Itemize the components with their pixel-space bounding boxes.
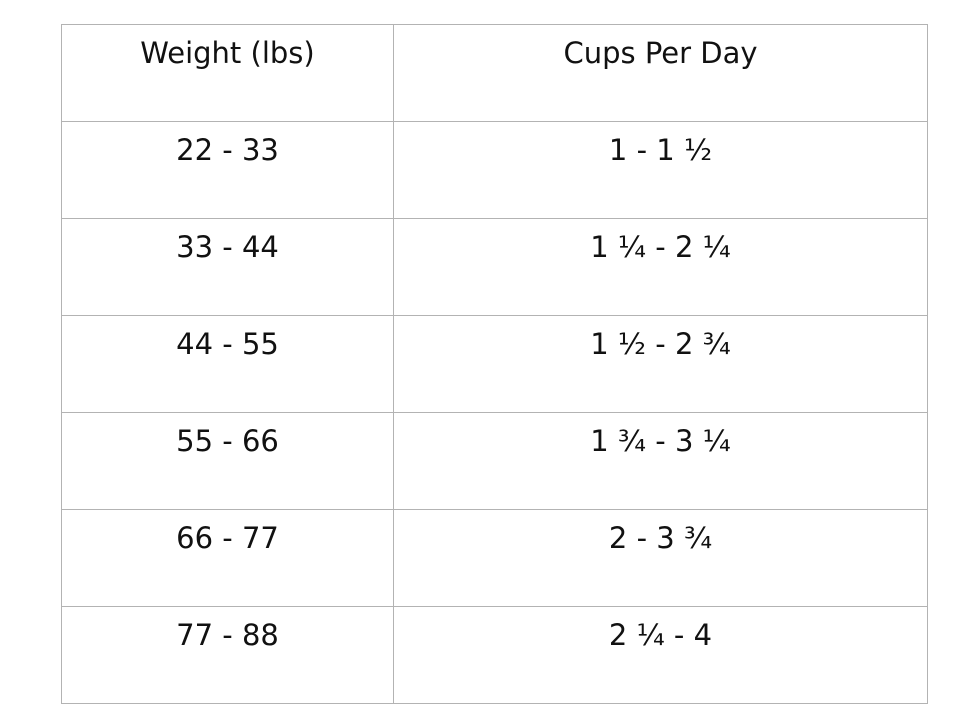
table-row: 33 - 44 1 ¼ - 2 ¼ (61, 218, 928, 316)
weight-cell: 33 - 44 (61, 218, 394, 316)
weight-cell: 77 - 88 (61, 606, 394, 704)
weight-cell: 44 - 55 (61, 315, 394, 413)
table-row: 77 - 88 2 ¼ - 4 (61, 606, 928, 704)
cups-cell: 1 ¼ - 2 ¼ (393, 218, 928, 316)
header-weight: Weight (lbs) (61, 24, 394, 122)
table-row: 22 - 33 1 - 1 ½ (61, 121, 928, 219)
cups-cell: 2 - 3 ¾ (393, 509, 928, 607)
header-cups-per-day: Cups Per Day (393, 24, 928, 122)
weight-cell: 22 - 33 (61, 121, 394, 219)
weight-cell: 55 - 66 (61, 412, 394, 510)
table-row: 44 - 55 1 ½ - 2 ¾ (61, 315, 928, 413)
cups-cell: 1 - 1 ½ (393, 121, 928, 219)
table-header-row: Weight (lbs) Cups Per Day (61, 24, 928, 122)
feeding-chart-table: Weight (lbs) Cups Per Day 22 - 33 1 - 1 … (61, 24, 928, 704)
weight-cell: 66 - 77 (61, 509, 394, 607)
cups-cell: 1 ¾ - 3 ¼ (393, 412, 928, 510)
cups-cell: 2 ¼ - 4 (393, 606, 928, 704)
cups-cell: 1 ½ - 2 ¾ (393, 315, 928, 413)
table-row: 55 - 66 1 ¾ - 3 ¼ (61, 412, 928, 510)
table-row: 66 - 77 2 - 3 ¾ (61, 509, 928, 607)
